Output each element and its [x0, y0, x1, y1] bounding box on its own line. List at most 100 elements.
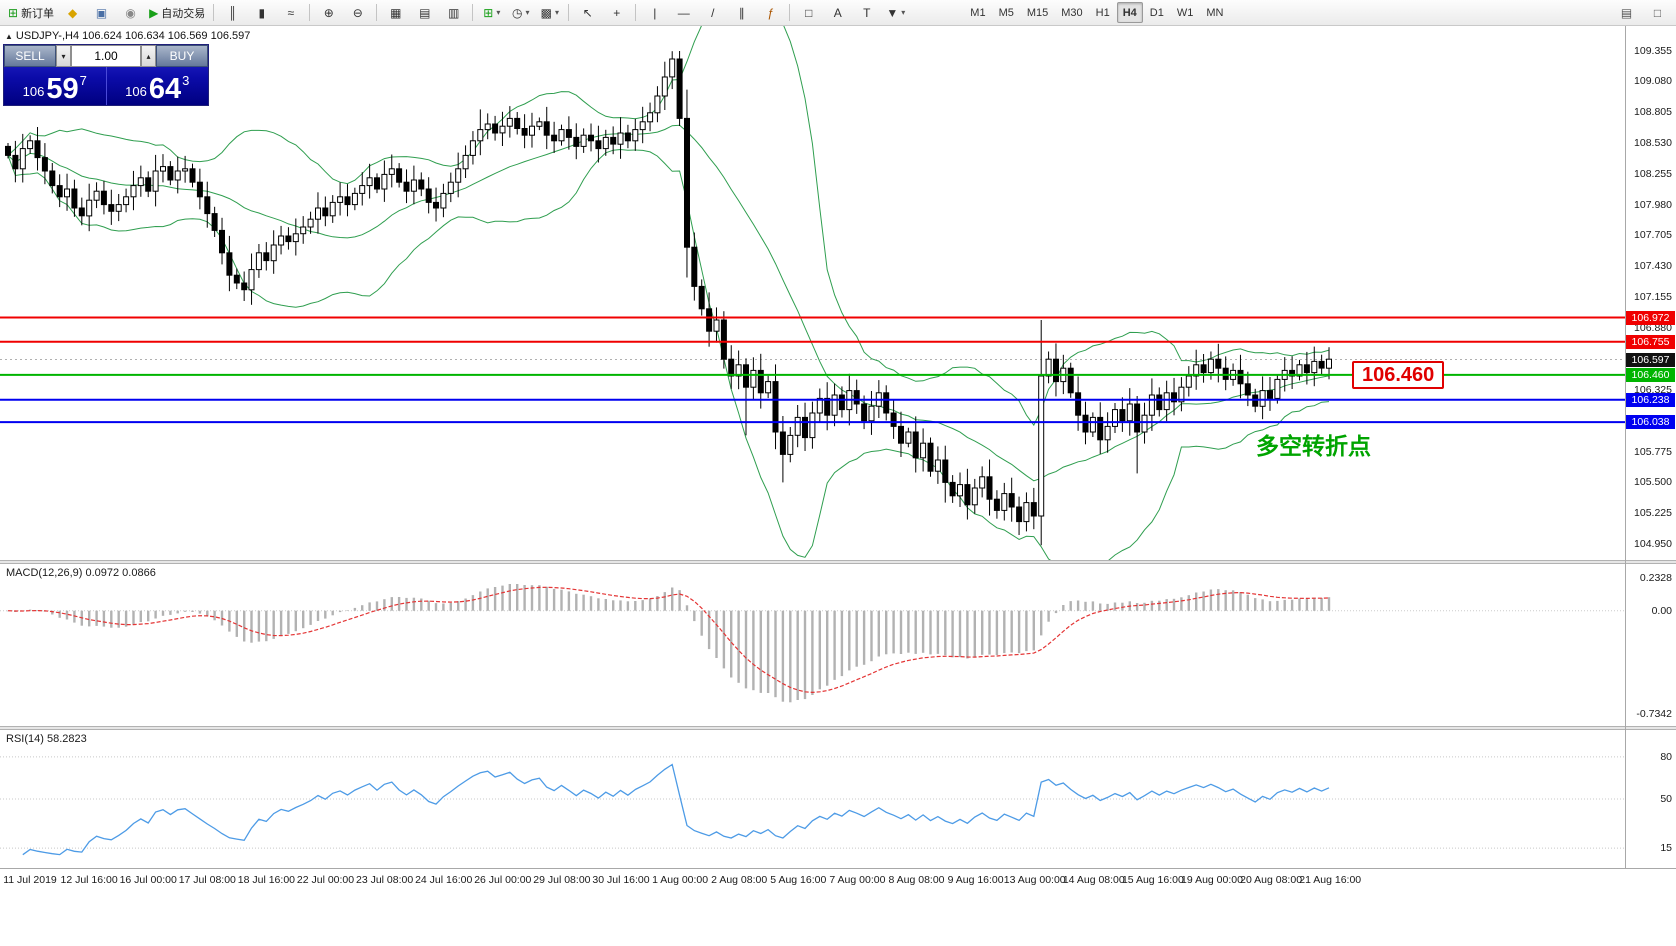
time-axis-label: 17 Jul 08:00	[178, 874, 236, 886]
buy-price[interactable]: 106 64 3	[107, 67, 209, 105]
macd-scale-label: 0.2328	[1639, 572, 1672, 584]
macd-axis[interactable]: 0.2328 0.00 -0.7342	[1626, 564, 1676, 726]
time-axis-label: 16 Jul 00:00	[119, 874, 177, 886]
periods-button[interactable]: ◷ ▾	[506, 1, 535, 24]
sell-price-sup: 7	[79, 73, 87, 88]
time-axis-label: 15 Aug 16:00	[1121, 874, 1184, 886]
price-tick-label: 105.775	[1634, 445, 1672, 458]
rsi-canvas[interactable]	[0, 730, 1626, 868]
timeframe-m30[interactable]: M30	[1061, 6, 1083, 19]
time-axis-label: 13 Aug 00:00	[1003, 874, 1066, 886]
cascade-windows-button[interactable]: ▥	[439, 1, 468, 24]
indicators-button[interactable]: ⊞ ▾	[477, 1, 506, 24]
timeframe-m5[interactable]: M5	[998, 6, 1014, 19]
volume-input[interactable]	[71, 45, 141, 67]
rsi-title: RSI(14)	[6, 733, 44, 745]
grid-button[interactable]: ▦	[381, 1, 410, 24]
zoom-in-button[interactable]: ⊕	[314, 1, 343, 24]
cursor-icon: ↖	[582, 5, 593, 20]
vline-button[interactable]: |	[640, 1, 669, 24]
sell-price[interactable]: 106 59 7	[4, 67, 106, 105]
hline-button[interactable]: —	[669, 1, 698, 24]
time-axis-label: 21 Aug 16:00	[1299, 874, 1362, 886]
trendline-button[interactable]: /	[698, 1, 727, 24]
volume-down-button[interactable]: ▾	[56, 45, 71, 67]
vertical-line-icon: |	[653, 5, 657, 20]
bollinger-bands	[7, 26, 1330, 560]
timeframe-w1[interactable]: W1	[1176, 6, 1194, 19]
navigator-button[interactable]: ◉	[116, 1, 145, 24]
timeframe-h4[interactable]: H4	[1116, 2, 1143, 23]
templates-button[interactable]: ▩ ▾	[535, 1, 564, 24]
shapes-button[interactable]: □	[794, 1, 823, 24]
rsi-value: 58.2823	[46, 733, 87, 745]
time-axis-label: 18 Jul 16:00	[237, 874, 295, 886]
timeframe-h1[interactable]: H1	[1095, 6, 1110, 19]
print-button[interactable]: ▤	[1612, 1, 1641, 24]
volume-up-button[interactable]: ▴	[141, 45, 156, 67]
tile-windows-button[interactable]: ▤	[410, 1, 439, 24]
macd-scale-label: 0.00	[1651, 604, 1672, 617]
sell-button[interactable]: SELL	[4, 45, 56, 67]
timeframe-switcher: M1 M5 M15 M30 H1 H4 D1 W1 MN	[964, 2, 1229, 23]
time-axis-label: 22 Jul 00:00	[296, 874, 355, 886]
candle-chart-button[interactable]: ▮	[247, 1, 276, 24]
label-button[interactable]: T	[852, 1, 881, 24]
candles	[5, 51, 1332, 546]
price-tick-label: 109.080	[1634, 75, 1672, 88]
timeframe-m15[interactable]: M15	[1026, 6, 1049, 19]
fibonacci-button[interactable]: ƒ	[756, 1, 785, 24]
sell-price-prefix: 106	[22, 84, 45, 99]
buy-price-sup: 3	[182, 73, 190, 88]
symbol-ohlc-text: USDJPY-,H4 106.624 106.634 106.569 106.5…	[15, 30, 251, 42]
price-tick-label: 108.530	[1634, 137, 1672, 150]
crosshair-button[interactable]: +	[602, 1, 631, 24]
print-preview-button[interactable]: □	[1643, 1, 1672, 24]
time-axis[interactable]: 11 Jul 2019 12 Jul 16:00 16 Jul 00:00 17 Ju…	[0, 868, 1676, 895]
timeframe-mn[interactable]: MN	[1206, 6, 1224, 19]
new-order-button[interactable]: ⊞ 新订单	[4, 1, 58, 24]
time-axis-label: 12 Jul 16:00	[60, 874, 118, 886]
dropdown-caret-icon: ▾	[525, 8, 530, 17]
macd-canvas[interactable]	[0, 564, 1626, 726]
price-tick-label: 105.500	[1634, 476, 1672, 489]
price-tick-label: 107.705	[1634, 229, 1672, 242]
channel-button[interactable]: ∥	[727, 1, 756, 24]
chart-text-annotation[interactable]: 多空转折点	[1256, 433, 1371, 460]
rsi-axis[interactable]: 80 50 15	[1626, 730, 1676, 868]
line-chart-button[interactable]: ≈	[276, 1, 305, 24]
horizontal-line-icon: —	[677, 5, 690, 20]
text-button[interactable]: A	[823, 1, 852, 24]
panel-splitter[interactable]	[0, 560, 1676, 564]
price-axis[interactable]: 109.355 109.080 108.805 108.530 108.255 107.9…	[1626, 26, 1676, 560]
toolbar-right-group: ▤ □	[1612, 1, 1672, 24]
channel-icon: ∥	[738, 5, 745, 20]
candlestick-icon: ▮	[258, 5, 266, 20]
main-chart-panel[interactable]: ▲ USDJPY-,H4 106.624 106.634 106.569 106.…	[0, 26, 1626, 560]
timeframe-m1[interactable]: M1	[970, 6, 986, 19]
rsi-scale-label: 80	[1660, 750, 1672, 763]
zoom-out-button[interactable]: ⊖	[343, 1, 372, 24]
buy-price-prefix: 106	[125, 84, 147, 99]
market-watch-button[interactable]: ◆	[58, 1, 87, 24]
bar-chart-button[interactable]: ║	[218, 1, 247, 24]
cursor-button[interactable]: ↖	[573, 1, 602, 24]
macd-panel[interactable]: MACD(12,26,9) 0.0972 0.0866	[0, 564, 1626, 726]
time-axis-label: 20 Aug 08:00	[1240, 874, 1303, 886]
price-callout-annotation[interactable]: 106.460	[1352, 360, 1445, 389]
timeframe-d1[interactable]: D1	[1149, 6, 1164, 19]
main-chart-canvas[interactable]	[0, 26, 1626, 560]
data-window-button[interactable]: ▣	[87, 1, 116, 24]
time-axis-label: 19 Aug 00:00	[1181, 874, 1243, 886]
auto-trading-button[interactable]: ▶ 自动交易	[145, 1, 209, 24]
time-axis-label: 24 Jul 16:00	[415, 874, 473, 886]
time-axis-label: 8 Aug 08:00	[888, 874, 945, 886]
time-axis-label: 2 Aug 08:00	[711, 874, 768, 886]
arrows-button[interactable]: ▼ ▾	[881, 1, 910, 24]
rsi-panel[interactable]: RSI(14) 58.2823	[0, 730, 1626, 868]
buy-button[interactable]: BUY	[156, 45, 208, 67]
new-order-icon: ⊞	[8, 5, 19, 20]
panel-splitter[interactable]	[0, 726, 1676, 730]
